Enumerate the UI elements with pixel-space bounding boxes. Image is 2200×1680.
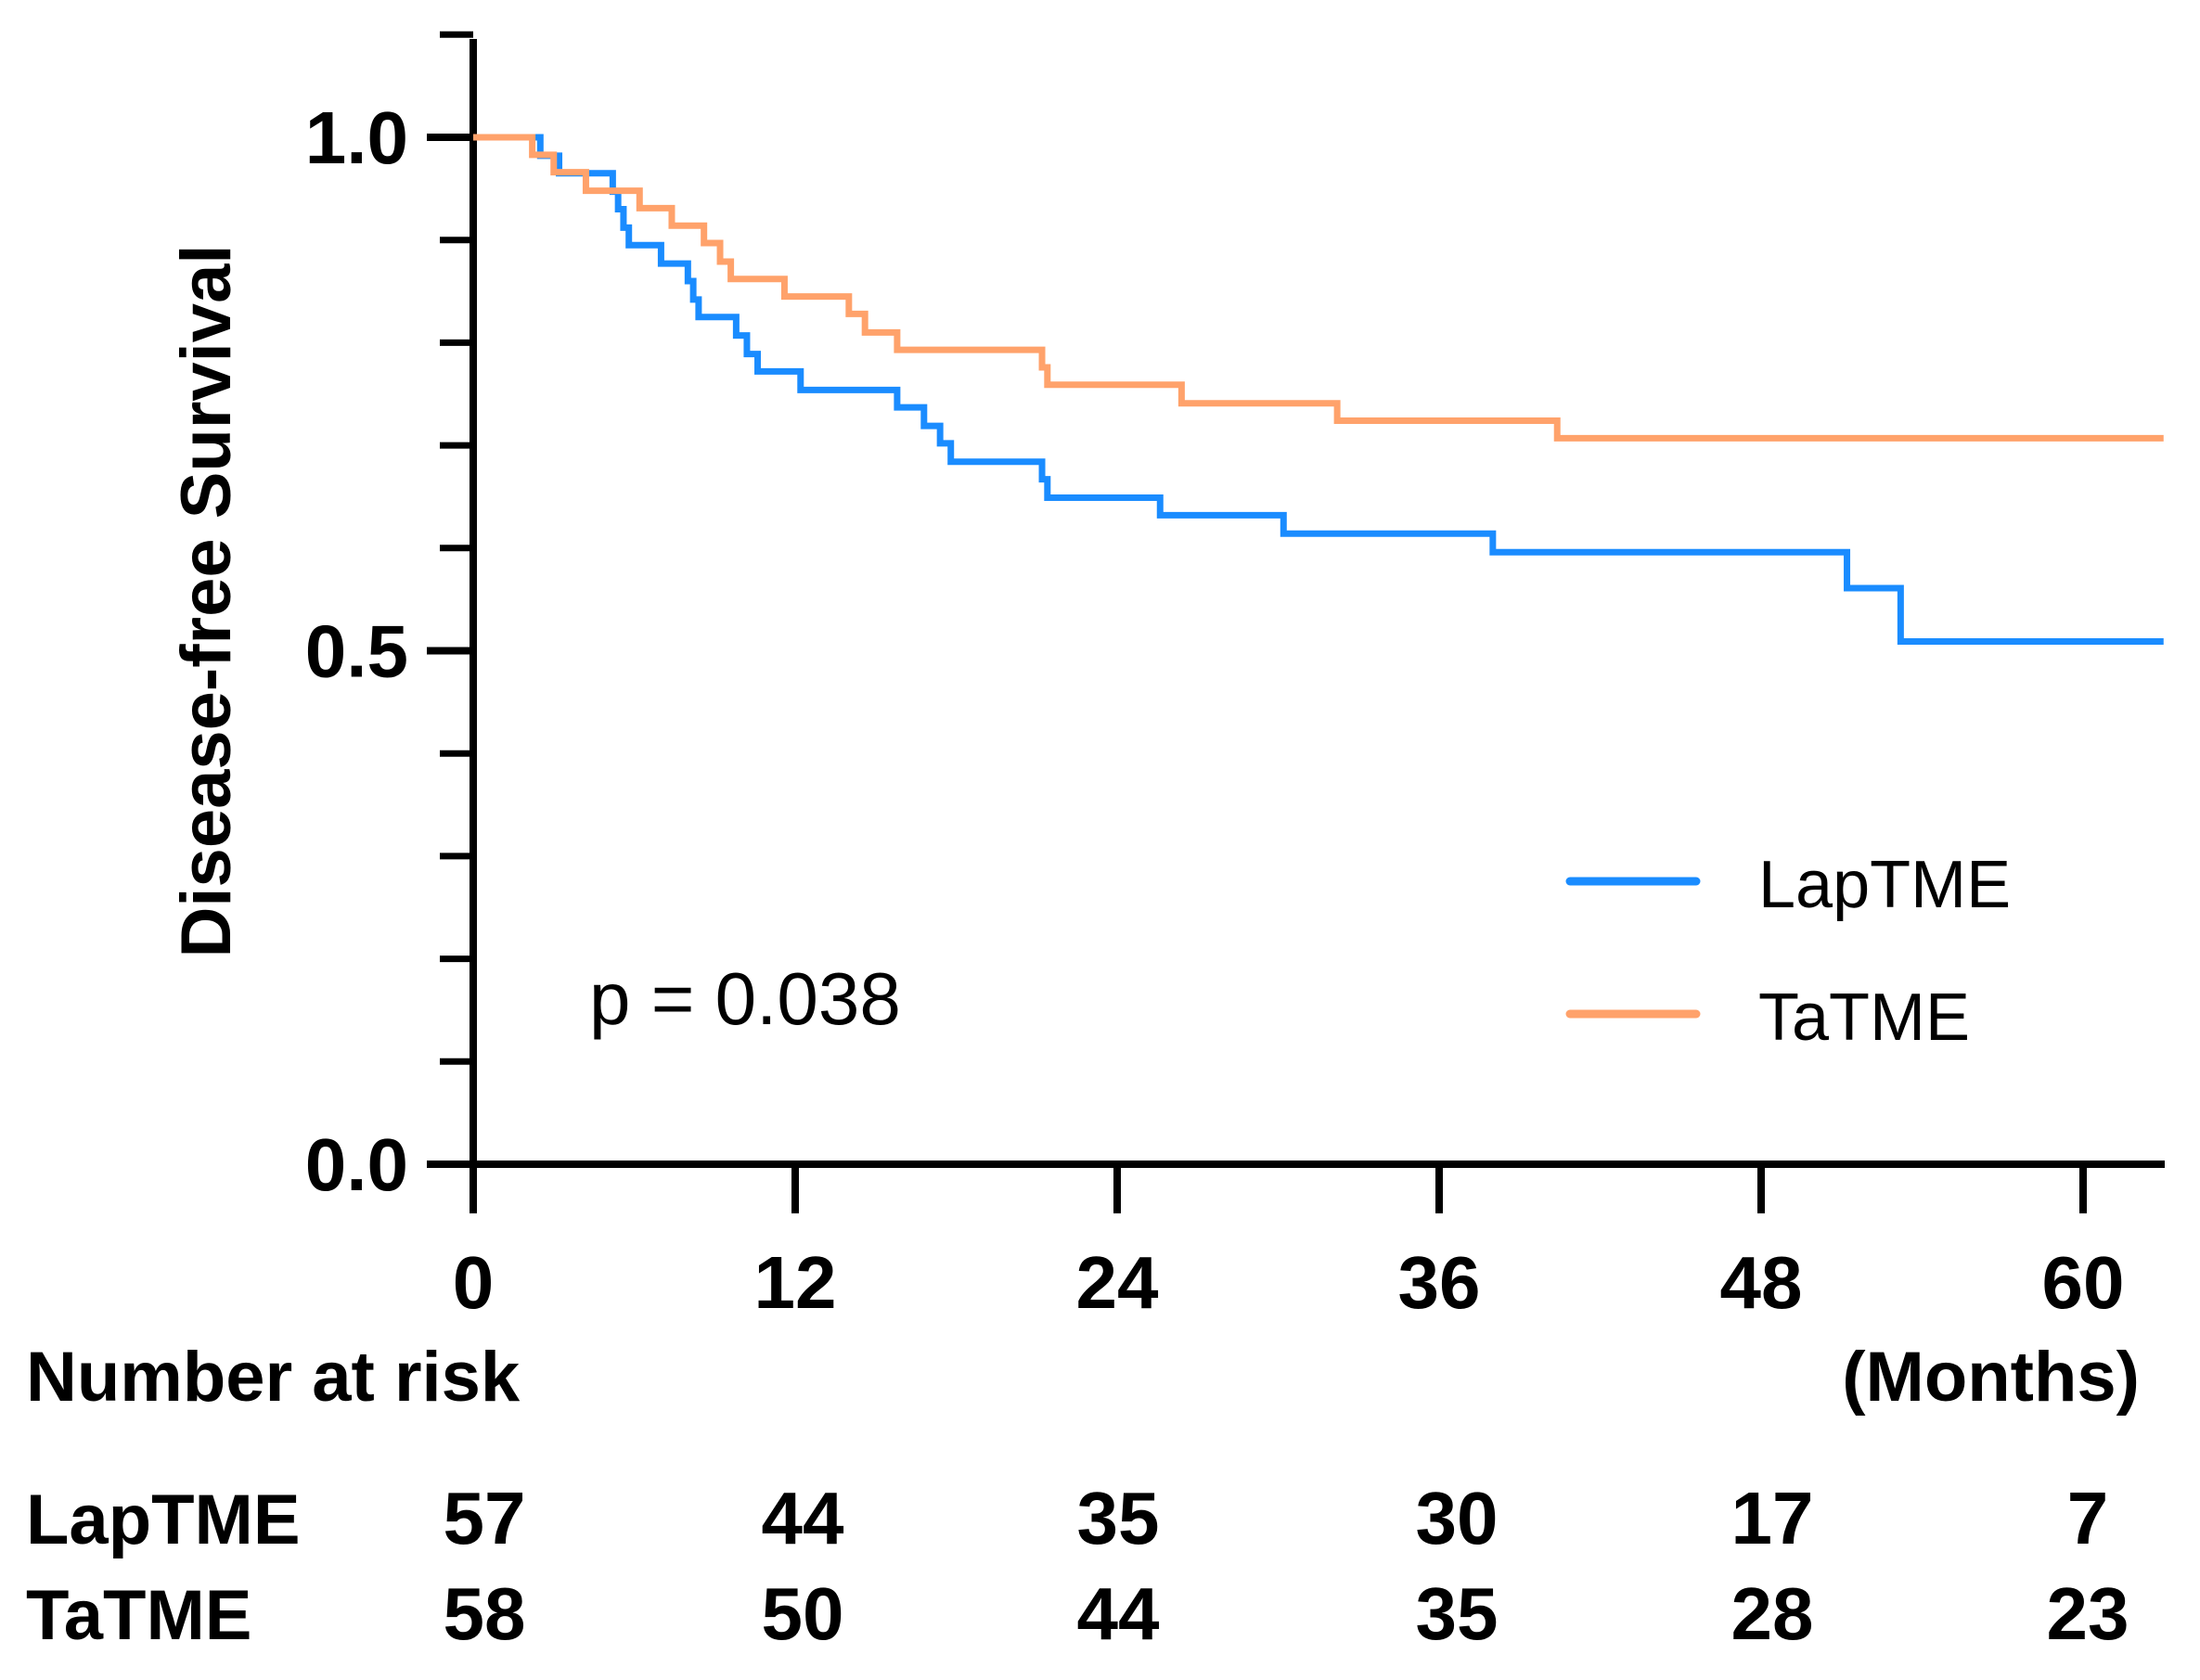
risk-value: 35 bbox=[1077, 1477, 1160, 1559]
y-tick-label: 1.0 bbox=[305, 96, 408, 179]
risk-row-label-tatme: TaTME bbox=[26, 1576, 251, 1655]
risk-value: 28 bbox=[1731, 1572, 1814, 1655]
risk-value: 58 bbox=[444, 1572, 526, 1655]
x-tick-label: 24 bbox=[1076, 1241, 1159, 1324]
risk-value: 7 bbox=[2067, 1477, 2109, 1559]
x-tick-label: 36 bbox=[1398, 1241, 1481, 1324]
y-tick-label: 0.5 bbox=[305, 610, 408, 693]
x-ticks: 0 12 24 36 48 60 bbox=[453, 1164, 2125, 1324]
series-line-tatme bbox=[473, 134, 2164, 442]
risk-value: 17 bbox=[1731, 1477, 1814, 1559]
risk-value: 44 bbox=[762, 1477, 844, 1559]
legend: LapTME TaTME bbox=[1565, 848, 2011, 1055]
y-ticks: 0.0 0.5 1.0 bbox=[305, 31, 473, 1206]
x-tick-label: 48 bbox=[1720, 1241, 1803, 1324]
legend-label-laptme: LapTME bbox=[1758, 848, 2011, 922]
legend-label-tatme: TaTME bbox=[1758, 981, 1970, 1055]
risk-value: 50 bbox=[762, 1572, 844, 1655]
risk-value: 30 bbox=[1416, 1477, 1499, 1559]
x-tick-label: 0 bbox=[453, 1241, 495, 1324]
risk-row-label-laptme: LapTME bbox=[26, 1481, 301, 1559]
risk-value: 35 bbox=[1416, 1572, 1499, 1655]
x-tick-label: 60 bbox=[2042, 1241, 2125, 1324]
x-tick-label: 12 bbox=[754, 1241, 837, 1324]
risk-value: 23 bbox=[2047, 1572, 2129, 1655]
y-tick-label: 0.0 bbox=[305, 1123, 408, 1206]
p-value-annotation: p = 0.038 bbox=[589, 957, 901, 1040]
x-axis-label: (Months) bbox=[1842, 1338, 2140, 1417]
series-line-laptme bbox=[473, 134, 2164, 646]
risk-table: LapTME TaTME 57 44 35 30 17 7 58 50 44 35 28 23 bbox=[26, 1477, 2129, 1655]
risk-table-title: Number at risk bbox=[26, 1338, 521, 1417]
y-axis-label: Disease-free Survival bbox=[167, 245, 246, 958]
risk-value: 44 bbox=[1077, 1572, 1160, 1655]
risk-value: 57 bbox=[444, 1477, 526, 1559]
